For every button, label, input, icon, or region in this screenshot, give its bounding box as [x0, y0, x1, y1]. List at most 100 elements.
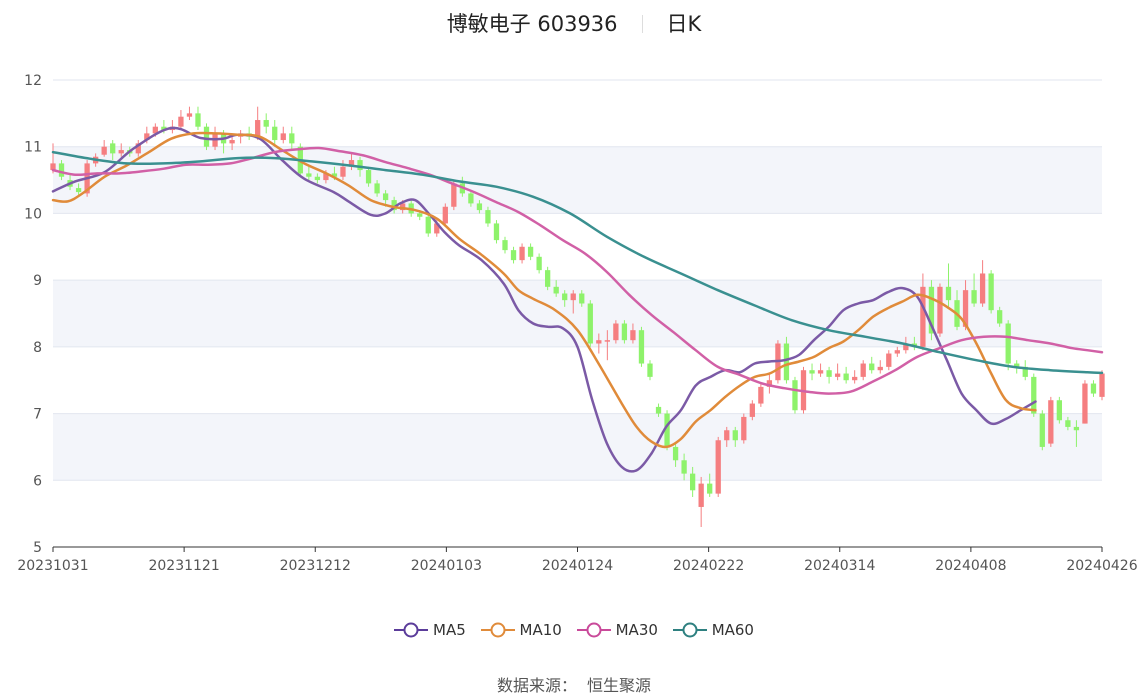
candle-body [562, 293, 568, 301]
legend-item-ma5[interactable]: MA5 [394, 621, 466, 639]
candle-body [331, 173, 338, 177]
candle-body [510, 250, 517, 261]
candle-body [749, 403, 755, 417]
candle-body [834, 373, 841, 377]
candle-body [263, 120, 269, 127]
candle-body [783, 343, 790, 381]
legend-marker-ma30 [576, 622, 611, 638]
candle-body [493, 223, 500, 241]
x-tick-label: 20231212 [280, 558, 351, 574]
candle-body [553, 286, 559, 294]
candle-body [545, 270, 551, 287]
legend-label-ma60: MA60 [711, 621, 754, 639]
legend-marker-ma60 [672, 622, 707, 638]
candle-body [707, 483, 713, 494]
candle-body [817, 370, 824, 374]
y-tick-label: 7 [33, 407, 42, 423]
candle-body [962, 290, 969, 327]
candle-body [988, 273, 994, 311]
candle-body [860, 363, 866, 377]
legend-label-ma5: MA5 [433, 621, 466, 639]
candle-body [724, 430, 730, 441]
legend-item-ma10[interactable]: MA10 [480, 621, 562, 639]
candle-body [1099, 373, 1105, 397]
candle-body [468, 193, 474, 204]
candle-body [348, 160, 355, 167]
x-tick-label: 20231121 [148, 558, 219, 574]
candle-body [937, 286, 943, 334]
candle-body [979, 273, 986, 304]
candle-body [323, 173, 329, 181]
title-divider [641, 15, 643, 33]
candle-body [877, 366, 883, 371]
source-label: 数据来源： [496, 676, 577, 695]
chart-legend: MA5 MA10 MA30 MA60 [0, 621, 1148, 643]
candlestick-chart: 5 6 7 8 9 10 11 12 20231031 20231121 20231212 20240… [17, 73, 1137, 574]
candle-body [75, 188, 82, 193]
candle-body [826, 370, 832, 377]
candle-body [792, 380, 798, 411]
legend-label-ma30: MA30 [615, 621, 658, 639]
candle-body [928, 286, 935, 334]
candle-body [1031, 376, 1037, 414]
candle-body [178, 116, 184, 127]
candle-body [587, 303, 593, 344]
candle-body [135, 143, 141, 154]
candle-body [698, 483, 704, 507]
candle-body [374, 183, 380, 194]
candle-body [971, 290, 977, 304]
ma-line-ma5 [51, 126, 1037, 473]
candle-body [715, 440, 721, 494]
candle-body [852, 376, 858, 381]
candle-body [1014, 363, 1020, 367]
legend-marker-ma5 [394, 622, 428, 638]
chart-title: 博敏电子 603936 日K [0, 8, 1148, 38]
y-tick-label: 11 [24, 140, 42, 156]
grid-band [53, 413, 1102, 481]
candle-body [382, 193, 389, 201]
candle-body [741, 416, 747, 441]
candle-body [613, 323, 619, 341]
candle-body [442, 206, 448, 224]
candle-body [1048, 400, 1054, 444]
candle-body [689, 473, 696, 491]
candle-body [1090, 383, 1097, 394]
x-tick-label: 20240426 [1066, 558, 1137, 574]
x-tick-label: 20240124 [542, 558, 613, 574]
y-tick-label: 9 [33, 273, 42, 289]
legend-item-ma60[interactable]: MA60 [672, 621, 754, 639]
candle-body [314, 176, 321, 181]
y-tick-label: 5 [33, 540, 42, 556]
x-tick-label: 20231031 [17, 558, 88, 574]
candle-body [161, 126, 167, 131]
candle-body [417, 213, 423, 217]
candle-body [519, 246, 525, 261]
ma-line-ma60 [51, 150, 1104, 375]
candle-body [502, 240, 508, 251]
candle-body [272, 126, 278, 141]
candle-body [144, 133, 150, 141]
y-tick-label: 6 [33, 473, 42, 489]
candle-body [869, 363, 875, 371]
candle-body [340, 166, 346, 177]
candle-body [485, 210, 491, 224]
y-tick-label: 12 [24, 73, 42, 89]
ma-line-ma10 [51, 131, 1037, 449]
candle-body [400, 203, 406, 211]
candle-body [255, 120, 261, 137]
candle-body [434, 223, 440, 234]
candle-body [681, 460, 687, 474]
candle-body [527, 246, 534, 257]
candle-body [1005, 323, 1011, 364]
candle-body [1082, 383, 1088, 424]
candle-body [152, 126, 158, 134]
candle-body [425, 216, 431, 234]
source-value: 恒生聚源 [587, 676, 652, 695]
candle-body [536, 256, 542, 271]
candle-body [476, 203, 483, 211]
candle-body [451, 183, 457, 207]
candle-body [596, 340, 602, 344]
legend-item-ma30[interactable]: MA30 [576, 621, 658, 639]
y-tick-label: 10 [24, 206, 42, 222]
candle-body [843, 373, 849, 381]
